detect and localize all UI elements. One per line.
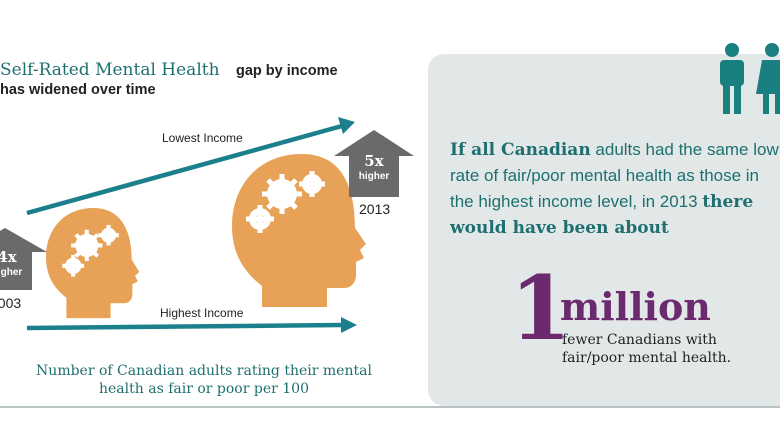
panel-statement: If all Canadian adults had the same low … — [450, 137, 780, 241]
title-rest-line2: has widened over time — [0, 82, 156, 98]
bottom-divider — [0, 406, 780, 408]
left-badge-year: 2003 — [0, 295, 22, 311]
statement-body: adults had the same low rate of fair/poo… — [450, 140, 779, 211]
left-up-arrow-badge-icon — [0, 228, 47, 290]
lowest-income-arrow — [26, 117, 355, 216]
comparison-graphic — [0, 117, 414, 333]
lowest-income-label: Lowest Income — [162, 131, 243, 145]
figure-number: 1 — [510, 256, 572, 360]
info-panel — [428, 54, 780, 406]
chart-caption: Number of Canadian adults rating their m… — [36, 363, 372, 397]
left-badge-sub: higher — [0, 267, 23, 278]
right-badge-sub: higher — [358, 171, 390, 182]
title-rest-line1: gap by income — [236, 63, 338, 79]
title-highlight: Self-Rated Mental Health — [0, 60, 220, 80]
people-icon-group — [720, 43, 780, 114]
highest-income-label: Highest Income — [160, 306, 244, 320]
man-icon — [720, 43, 744, 114]
statement-highlight-1: If all Canadian — [450, 140, 591, 160]
figure-unit: million — [560, 284, 711, 329]
right-badge-value: 5x — [364, 152, 384, 170]
right-badge-year: 2013 — [359, 201, 391, 217]
woman-icon — [756, 43, 780, 114]
figure-text: fewer Canadians with fair/poor mental he… — [562, 332, 732, 366]
small-gears-head-icon — [46, 208, 140, 319]
left-badge-value: 4x — [0, 248, 17, 266]
large-gears-head-icon — [232, 154, 366, 307]
right-up-arrow-badge-icon — [334, 130, 414, 197]
highest-income-arrow — [26, 317, 357, 333]
statement-highlight-2: there would have been about — [450, 192, 754, 238]
